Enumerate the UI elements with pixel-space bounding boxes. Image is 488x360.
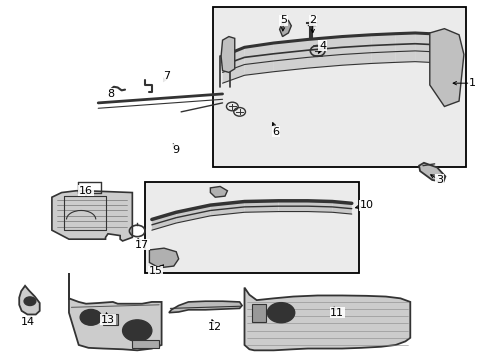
Text: 9: 9 [172,144,180,154]
Polygon shape [418,163,445,182]
Text: 15: 15 [148,266,163,276]
Polygon shape [279,21,291,37]
Text: 7: 7 [163,71,170,81]
Text: 16: 16 [79,186,93,196]
Polygon shape [278,201,307,212]
Polygon shape [19,286,40,315]
Polygon shape [103,315,118,325]
Text: 2: 2 [308,15,316,26]
Polygon shape [331,202,351,214]
Polygon shape [307,37,341,68]
Polygon shape [168,301,242,313]
Text: 3: 3 [435,175,442,185]
Polygon shape [152,212,176,230]
Text: 1: 1 [468,78,475,88]
Text: 17: 17 [135,239,149,249]
Polygon shape [341,35,370,65]
Text: 10: 10 [359,200,373,210]
Polygon shape [244,201,278,212]
Bar [212,7,466,167]
Polygon shape [370,34,395,63]
Polygon shape [429,34,444,65]
Polygon shape [69,273,161,350]
Circle shape [267,303,294,323]
Text: 13: 13 [101,315,115,325]
Circle shape [80,310,102,325]
Polygon shape [429,29,463,107]
Polygon shape [52,191,132,241]
Text: 6: 6 [272,127,279,136]
Polygon shape [222,47,244,83]
Text: 14: 14 [20,317,35,327]
Circle shape [24,297,36,306]
Polygon shape [273,40,307,72]
Text: 11: 11 [329,308,344,318]
Text: 5: 5 [280,15,286,26]
Polygon shape [414,33,429,62]
Text: 8: 8 [106,89,114,99]
Polygon shape [210,186,227,197]
Polygon shape [251,304,266,321]
Polygon shape [132,339,159,348]
Circle shape [122,320,152,341]
Text: 4: 4 [318,41,325,50]
Polygon shape [221,37,234,72]
Polygon shape [244,43,273,75]
Text: 12: 12 [208,322,222,332]
Polygon shape [307,201,331,212]
Polygon shape [210,202,244,216]
Polygon shape [395,33,414,62]
Polygon shape [176,205,210,223]
Polygon shape [244,288,409,350]
Polygon shape [149,248,178,268]
Bar [144,182,358,273]
